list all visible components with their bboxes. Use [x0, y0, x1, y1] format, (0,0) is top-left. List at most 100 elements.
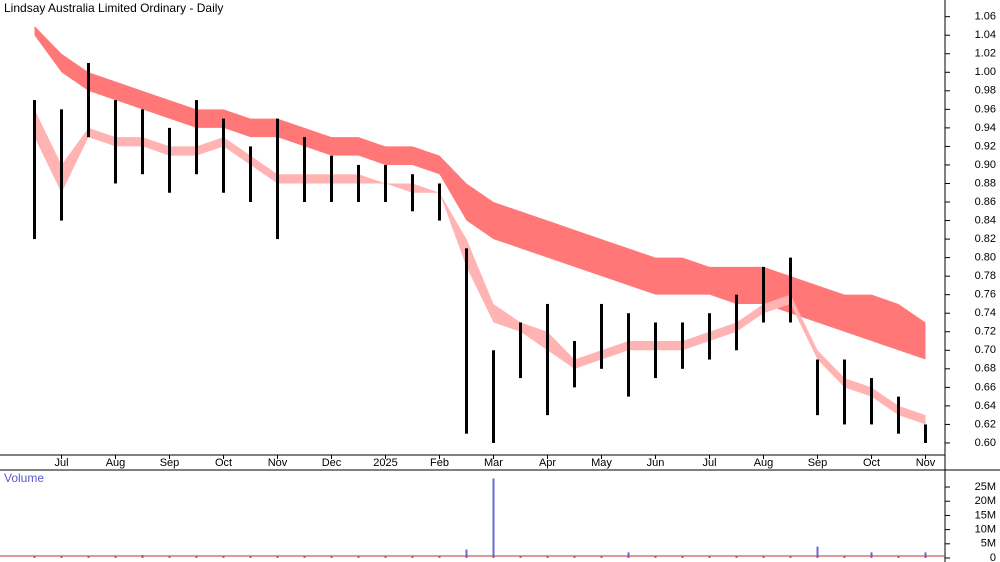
price-range	[843, 359, 846, 425]
price-range	[600, 303, 603, 369]
price-range	[546, 303, 549, 416]
price-range	[789, 257, 792, 323]
y-tick-label: 0.90	[975, 159, 996, 171]
x-tick-label: May	[591, 457, 612, 469]
volume-title: Volume	[4, 471, 44, 485]
y-tick-label: 0.94	[975, 122, 996, 134]
price-range	[195, 100, 198, 175]
price-range	[519, 322, 522, 379]
volume-bar	[870, 552, 873, 558]
x-tick-label: Mar	[484, 457, 503, 469]
volume-bar	[708, 556, 711, 558]
x-tick-label: Jun	[647, 457, 665, 469]
price-range	[897, 396, 900, 434]
x-tick-label: Dec	[322, 457, 342, 469]
x-tick-label: 2025	[373, 457, 397, 469]
y-tick-label: 0.60	[975, 437, 996, 449]
price-range	[735, 294, 738, 351]
price-range	[681, 322, 684, 369]
price-range	[303, 137, 306, 203]
y-tick-label: 5M	[981, 538, 996, 550]
volume-bar	[330, 556, 333, 558]
price-range	[249, 146, 252, 203]
x-tick-label: Nov	[268, 457, 288, 469]
y-tick-label: 0	[990, 552, 996, 562]
volume-bar	[357, 556, 360, 558]
volume-bar	[465, 549, 468, 558]
volume-bar	[276, 556, 279, 558]
x-tick-label: Feb	[430, 457, 449, 469]
chart-title: Lindsay Australia Limited Ordinary - Dai…	[4, 1, 223, 15]
price-range	[573, 341, 576, 388]
price-range	[870, 378, 873, 425]
price-range	[924, 424, 927, 443]
volume-bar	[735, 556, 738, 558]
y-tick-label: 0.76	[975, 289, 996, 301]
price-range	[627, 313, 630, 397]
volume-bar	[843, 556, 846, 558]
price-range	[465, 248, 468, 434]
price-range	[60, 109, 63, 221]
price-range	[384, 164, 387, 203]
volume-bar	[411, 556, 414, 558]
volume-bar	[438, 556, 441, 558]
price-range	[654, 322, 657, 379]
y-tick-label: 0.84	[975, 214, 996, 226]
y-tick-label: 0.72	[975, 326, 996, 338]
x-tick-label: Apr	[539, 457, 556, 469]
volume-bar	[114, 556, 117, 558]
x-tick-label: Oct	[863, 457, 880, 469]
volume-bar	[141, 555, 144, 558]
x-tick-label: Sep	[808, 457, 828, 469]
price-range	[33, 100, 36, 240]
volume-bar	[168, 556, 171, 558]
volume-bar	[654, 556, 657, 558]
price-range	[168, 127, 171, 193]
price-range	[330, 155, 333, 203]
volume-bar	[195, 556, 198, 558]
price-range	[816, 359, 819, 416]
y-tick-label: 1.04	[975, 29, 996, 41]
x-tick-label: Aug	[106, 457, 126, 469]
volume-bar	[681, 556, 684, 558]
volume-bar	[384, 556, 387, 558]
volume-bar	[924, 552, 927, 558]
volume-bar	[303, 556, 306, 558]
y-tick-label: 0.82	[975, 233, 996, 245]
price-range	[222, 118, 225, 193]
volume-bar	[222, 556, 225, 558]
y-tick-label: 1.02	[975, 48, 996, 60]
x-tick-label: Jul	[54, 457, 68, 469]
volume-bar	[492, 478, 495, 558]
volume-bar	[33, 556, 36, 558]
y-tick-label: 0.64	[975, 400, 996, 412]
volume-bar	[816, 546, 819, 558]
volume-bar	[546, 556, 549, 558]
price-panel: 0.60 0.62 0.64 0.66 0.68 0.70 0.72 0.74 0.76 0.78…	[0, 11, 996, 562]
price-range	[438, 183, 441, 221]
x-tick-label: Sep	[160, 457, 180, 469]
ma-band	[34, 109, 926, 425]
price-range	[114, 100, 117, 184]
y-tick-label: 1.00	[975, 66, 996, 78]
price-range	[276, 118, 279, 240]
volume-bar	[600, 556, 603, 558]
volume-bar	[627, 552, 630, 558]
y-tick-label: 0.62	[975, 418, 996, 430]
y-tick-label: 0.80	[975, 252, 996, 264]
y-tick-label: 20M	[975, 495, 996, 507]
y-tick-label: 10M	[975, 524, 996, 536]
price-range	[87, 63, 90, 138]
x-tick-label: Oct	[215, 457, 232, 469]
y-tick-label: 0.96	[975, 103, 996, 115]
volume-bar	[762, 556, 765, 558]
price-range	[762, 266, 765, 323]
y-tick-label: 0.66	[975, 381, 996, 393]
y-tick-label: 0.98	[975, 85, 996, 97]
y-tick-label: 0.70	[975, 344, 996, 356]
y-tick-label: 0.86	[975, 196, 996, 208]
y-tick-label: 0.78	[975, 270, 996, 282]
price-range	[708, 313, 711, 360]
